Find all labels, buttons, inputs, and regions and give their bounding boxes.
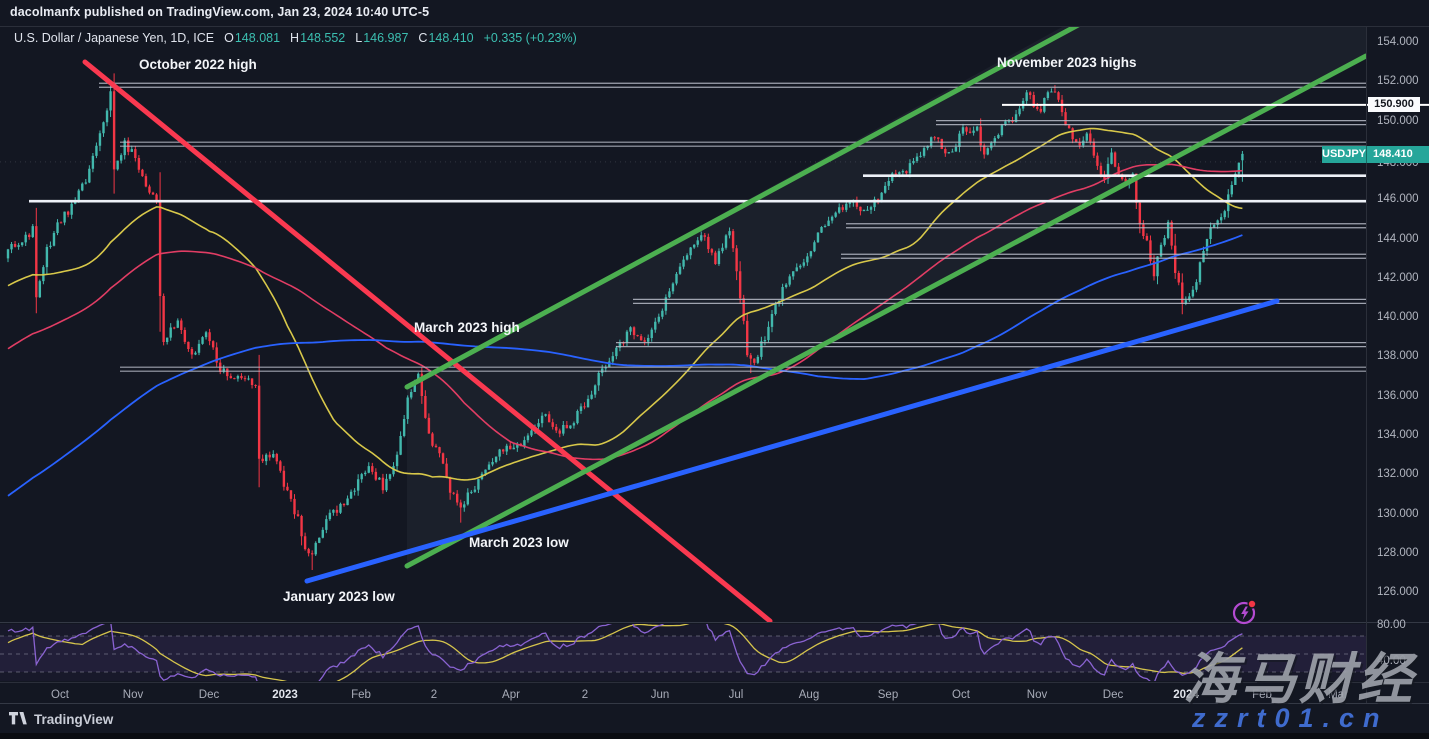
price-axis-label: 150.000	[1377, 115, 1419, 127]
annotation-march-2023-low: March 2023 low	[469, 535, 569, 550]
chart-legend[interactable]: U.S. Dollar / Japanese Yen, 1D, ICE O148…	[14, 31, 577, 45]
time-axis-label: Oct	[952, 689, 970, 701]
tradingview-logo[interactable]: TradingView	[9, 712, 113, 727]
annotation-november-2023-highs: November 2023 highs	[997, 55, 1137, 70]
time-axis-label: 2024	[1173, 689, 1199, 701]
alert-price-label: 150.900	[1368, 97, 1420, 112]
annotation-october-2022-high: October 2022 high	[139, 57, 257, 72]
tradingview-logo-icon	[9, 712, 27, 725]
last-price-label: USDJPY 148.410	[1322, 146, 1429, 163]
time-axis-label: 2	[430, 689, 438, 701]
blue-uptrend-line[interactable]	[304, 298, 1280, 584]
lightning-bolt-icon	[1241, 606, 1249, 620]
sma-200-line	[7, 234, 1243, 497]
time-axis-label: Mar	[1328, 689, 1348, 701]
time-axis-label: Jun	[650, 689, 670, 701]
change-badge: +0.335 (+0.23%)	[483, 31, 577, 45]
flash-circle	[1232, 601, 1256, 625]
time-axis-label: Feb	[351, 689, 371, 701]
annotation-march-2023-high: March 2023 high	[414, 320, 520, 335]
green-channel-lower-line[interactable]	[404, 53, 1366, 569]
rsi-ma-line	[7, 624, 1243, 681]
price-axis-label: 128.000	[1377, 547, 1419, 559]
price-axis-label: 152.000	[1377, 75, 1419, 87]
last-price-value: 148.410	[1366, 146, 1429, 163]
price-axis-label: 136.000	[1377, 390, 1419, 402]
green-channel-upper-line[interactable]	[404, 24, 1080, 390]
price-axis[interactable]	[1367, 26, 1429, 703]
rsi-pane[interactable]	[0, 615, 1366, 691]
time-axis-label: Nov	[122, 689, 144, 701]
price-axis-label: 126.000	[1377, 586, 1419, 598]
sma-50-line	[7, 127, 1243, 481]
flash-ideas-icon[interactable]	[1231, 597, 1259, 627]
time-axis-label: Nov	[1026, 689, 1048, 701]
price-axis-label: 146.000	[1377, 193, 1419, 205]
sma-100-line	[7, 163, 1243, 461]
time-axis-label: Jul	[728, 689, 744, 701]
red-downtrend-line[interactable]	[82, 59, 773, 622]
notification-dot	[1248, 600, 1256, 608]
time-axis-label: Apr	[502, 689, 520, 701]
watermark-url: zzrt01.cn	[1192, 703, 1389, 733]
ohlc-close: C148.410	[418, 31, 474, 45]
time-axis-label: Dec	[198, 689, 220, 701]
time-axis-label: 2	[581, 689, 589, 701]
watermark-title: 海马财经	[1183, 648, 1416, 710]
price-axis-label: 138.000	[1377, 350, 1419, 362]
price-axis-label: 134.000	[1377, 429, 1419, 441]
time-axis-label: Feb	[1252, 689, 1272, 701]
time-axis-label: Dec	[1102, 689, 1124, 701]
price-axis-label: 130.000	[1377, 508, 1419, 520]
rsi-line	[7, 624, 1243, 681]
attribution-bar: dacolmanfx published on TradingView.com,…	[10, 5, 429, 19]
ohlc-low: L146.987	[355, 31, 409, 45]
time-axis-label: 2023	[272, 689, 298, 701]
price-axis-label: 142.000	[1377, 272, 1419, 284]
rsi-axis-label: 80.00	[1377, 619, 1406, 631]
channel-fill	[407, 27, 1366, 566]
annotation-january-2023-low: January 2023 low	[283, 589, 395, 604]
tradingview-logo-text: TradingView	[34, 712, 114, 727]
time-axis-label: Sep	[877, 689, 899, 701]
last-price-symbol: USDJPY	[1322, 146, 1366, 163]
price-axis-label: 140.000	[1377, 311, 1419, 323]
rsi-axis-label: 40.00	[1377, 655, 1406, 667]
price-axis-label: 132.000	[1377, 468, 1419, 480]
symbol-title: U.S. Dollar / Japanese Yen, 1D, ICE	[14, 31, 215, 45]
ohlc-open: O148.081	[224, 31, 281, 45]
ohlc-high: H148.552	[290, 31, 346, 45]
bottom-strip	[0, 733, 1429, 739]
time-axis-label: Aug	[798, 689, 820, 701]
price-axis-label: 144.000	[1377, 233, 1419, 245]
attribution-text: dacolmanfx published on TradingView.com,…	[10, 5, 430, 19]
main-pane[interactable]	[0, 0, 1366, 622]
price-axis-label: 154.000	[1377, 36, 1419, 48]
time-axis-label: Oct	[51, 689, 69, 701]
